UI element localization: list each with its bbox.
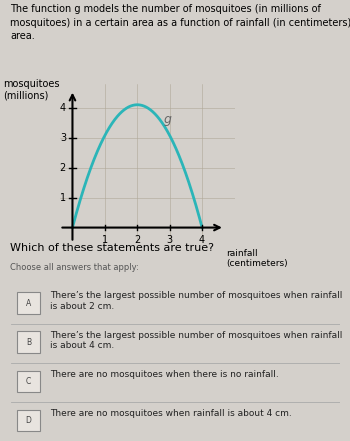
- Text: g: g: [163, 113, 171, 126]
- Text: Choose all answers that apply:: Choose all answers that apply:: [10, 263, 139, 272]
- Text: A: A: [26, 299, 31, 307]
- Text: mosquitoes
(millions): mosquitoes (millions): [4, 79, 60, 101]
- Text: 1: 1: [60, 193, 66, 202]
- Text: 4: 4: [199, 235, 205, 245]
- Text: 2: 2: [60, 163, 66, 173]
- Text: There are no mosquitoes when there is no rainfall.: There are no mosquitoes when there is no…: [50, 370, 279, 379]
- FancyBboxPatch shape: [17, 292, 40, 314]
- Text: 2: 2: [134, 235, 140, 245]
- Text: 4: 4: [60, 103, 66, 113]
- Text: There are no mosquitoes when rainfall is about 4 cm.: There are no mosquitoes when rainfall is…: [50, 409, 292, 418]
- Text: 3: 3: [167, 235, 173, 245]
- Text: There’s the largest possible number of mosquitoes when rainfall is about 2 cm.: There’s the largest possible number of m…: [50, 292, 342, 311]
- Text: C: C: [26, 377, 31, 386]
- Text: The function g models the number of mosquitoes (in millions of
mosquitoes) in a : The function g models the number of mosq…: [10, 4, 350, 41]
- Text: rainfall
(centimeters): rainfall (centimeters): [226, 249, 288, 268]
- Text: D: D: [26, 416, 31, 425]
- Text: Which of these statements are true?: Which of these statements are true?: [10, 243, 215, 253]
- FancyBboxPatch shape: [17, 370, 40, 392]
- FancyBboxPatch shape: [17, 332, 40, 353]
- Text: B: B: [26, 338, 31, 347]
- FancyBboxPatch shape: [17, 410, 40, 431]
- Text: 1: 1: [102, 235, 108, 245]
- Text: 3: 3: [60, 133, 66, 143]
- Text: There’s the largest possible number of mosquitoes when rainfall is about 4 cm.: There’s the largest possible number of m…: [50, 331, 342, 350]
